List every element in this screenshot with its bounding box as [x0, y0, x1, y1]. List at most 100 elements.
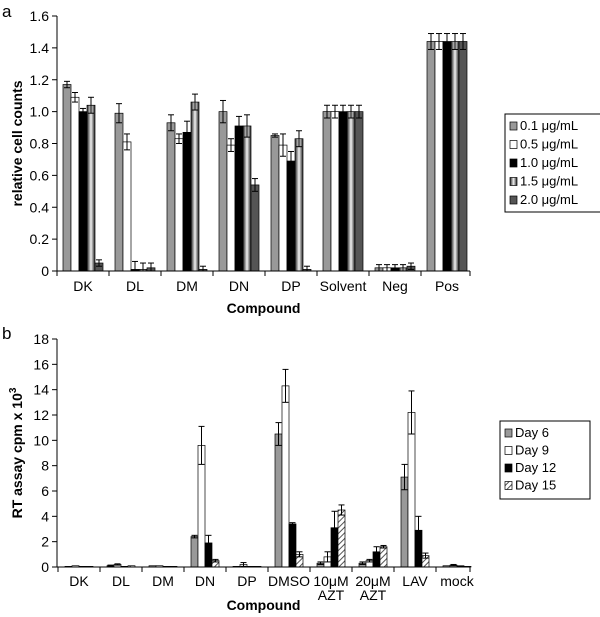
panel-a-bar — [458, 41, 468, 272]
panel-a-y-tick-label: 1.2 — [30, 72, 50, 88]
panel-a-bar — [78, 111, 88, 272]
panel-a-legend-label: 0.1 μg/mL — [520, 118, 578, 133]
panel-a-bar — [330, 111, 340, 272]
panel-b-y-tick-label: 6 — [41, 483, 49, 499]
panel-a-bar — [354, 111, 364, 272]
panel-a-bar — [426, 41, 436, 272]
panel-a-x-tick-label: Pos — [435, 278, 459, 294]
panel-a-bar — [450, 41, 460, 272]
panel-b-y-tick-label: 14 — [33, 382, 49, 398]
panel-b-x-tick-label: 20μM — [355, 573, 390, 589]
panel-a-y-tick-label: 0.4 — [30, 199, 50, 215]
panel-b-x-tick-label: DM — [152, 573, 174, 589]
panel-b-y-tick-label: 0 — [41, 559, 49, 575]
panel-b-legend: Day 6 Day 9 Day 12 Day 15 — [499, 420, 591, 500]
panel-a-bar — [322, 111, 332, 272]
panel-a-bar — [62, 84, 72, 272]
panel-a-bar — [174, 138, 184, 272]
panel-a-bar — [218, 111, 228, 272]
panel-b-x-tick-label: DN — [195, 573, 215, 589]
panel-b-bar — [379, 546, 388, 568]
panel-a-bar — [114, 112, 124, 272]
panel-a-bar — [86, 104, 96, 272]
panel-b-x-tick-label: DK — [69, 573, 89, 589]
panel-b-legend-label: Day 6 — [515, 425, 549, 440]
panel-b-legend-box — [499, 420, 591, 500]
panel-a-x-tick-label: DL — [126, 278, 144, 294]
panel-b-legend-label: Day 15 — [515, 478, 556, 493]
panel-a-legend-swatch — [509, 140, 518, 149]
panel-b-bar — [400, 476, 409, 568]
panel-a-x-tick-label: Neg — [382, 278, 408, 294]
panel-a-legend-label: 1.5 μg/mL — [520, 174, 578, 189]
panel-b-y-tick-label: 10 — [33, 432, 49, 448]
panel-a-y-tick-label: 1.0 — [30, 104, 50, 120]
panel-b-bar — [288, 523, 297, 568]
panel-a-y-tick-label: 0.8 — [30, 136, 50, 152]
panel-a-bar — [122, 141, 132, 272]
panel-b-bar — [190, 536, 199, 568]
panel-a-legend-label: 1.0 μg/mL — [520, 155, 578, 170]
panel-a-bar — [70, 96, 80, 272]
panel-b-legend-swatch — [504, 463, 513, 473]
panel-b-x-tick-label: AZT — [360, 587, 387, 603]
panel-a-bar — [278, 144, 288, 272]
panel-a-y-tick-label: 1.6 — [30, 8, 50, 24]
panel-b-x-axis-title: Compound — [227, 597, 301, 613]
panel-a-x-tick-label: Solvent — [320, 278, 367, 294]
panel-a-bar — [434, 41, 444, 272]
panel-b-bar — [274, 433, 283, 568]
panel-b-x-tick-label: DMSO — [268, 573, 310, 589]
panel-a-y-tick-label: 0.2 — [30, 231, 50, 247]
panel-b-y-tick-label: 16 — [33, 356, 49, 372]
panel-a-x-tick-label: DN — [229, 278, 249, 294]
panel-a-legend-swatch — [509, 195, 518, 205]
panel-a-bar — [182, 131, 192, 272]
panel-b-bar — [281, 385, 290, 568]
panel-a-x-axis-title: Compound — [227, 300, 301, 316]
panel-b-y-tick-label: 12 — [33, 407, 49, 423]
panel-a-x-tick-label: DK — [73, 278, 93, 294]
panel-a-bar — [338, 111, 348, 272]
panel-b-x-tick-label: 10μM — [313, 573, 348, 589]
panel-b-bar — [407, 412, 416, 568]
panel-b-bar — [337, 509, 346, 568]
panel-a-bar — [250, 184, 260, 272]
panel-a-legend-swatch — [509, 177, 518, 186]
panel-a-y-tick-label: 0 — [41, 263, 49, 279]
panel-a-bar — [346, 111, 356, 272]
panel-b-legend-label: Day 9 — [515, 443, 549, 458]
panel-b-panel-label: b — [2, 324, 11, 343]
panel-a-panel-label: a — [2, 2, 12, 21]
panel-a-legend-label: 2.0 μg/mL — [520, 192, 578, 207]
panel-a-legend-swatch — [509, 121, 518, 131]
panel-b-y-tick-label: 4 — [41, 508, 49, 524]
panel-a-legend: 0.1 μg/mL 0.5 μg/mL 1.0 μg/mL 1.5 μg/mL 2.0 … — [504, 113, 600, 213]
panel-a-chart: a 0 0.2 0.4 0.6 0.8 1.0 1.2 1.4 1.6 DK DL DM DN DP Solv… — [2, 2, 600, 316]
panel-a-bar — [226, 144, 236, 272]
panel-b-legend-label: Day 12 — [515, 460, 556, 475]
panel-b-x-tick-label: AZT — [318, 587, 345, 603]
panel-a-bar — [294, 138, 304, 272]
panel-b-legend-swatch — [504, 428, 513, 438]
panel-a-y-tick-label: 0.6 — [30, 167, 50, 183]
panel-a-y-tick-label: 1.4 — [30, 40, 50, 56]
panel-b-legend-swatch — [504, 446, 513, 455]
panel-b-x-tick-label: LAV — [402, 573, 428, 589]
panel-a-legend-box — [504, 113, 600, 213]
panel-b-legend-swatch — [504, 481, 513, 490]
panel-b-y-axis-title-superscript: 3 — [8, 387, 19, 393]
panel-b-y-tick-label: 2 — [41, 534, 49, 550]
panel-a-bar — [286, 160, 296, 272]
panel-a-x-tick-label: DM — [176, 278, 198, 294]
panel-a-x-tick-label: DP — [281, 278, 300, 294]
panel-a-bar — [190, 101, 200, 272]
panel-a-legend-label: 0.5 μg/mL — [520, 137, 578, 152]
panel-a-bar — [270, 135, 280, 272]
panel-a-bar — [234, 125, 244, 272]
panel-b-y-axis-title: RT assay cpm x 103 — [8, 387, 25, 518]
panel-a-bar — [166, 122, 176, 272]
panel-b-x-tick-label: mock — [440, 573, 474, 589]
